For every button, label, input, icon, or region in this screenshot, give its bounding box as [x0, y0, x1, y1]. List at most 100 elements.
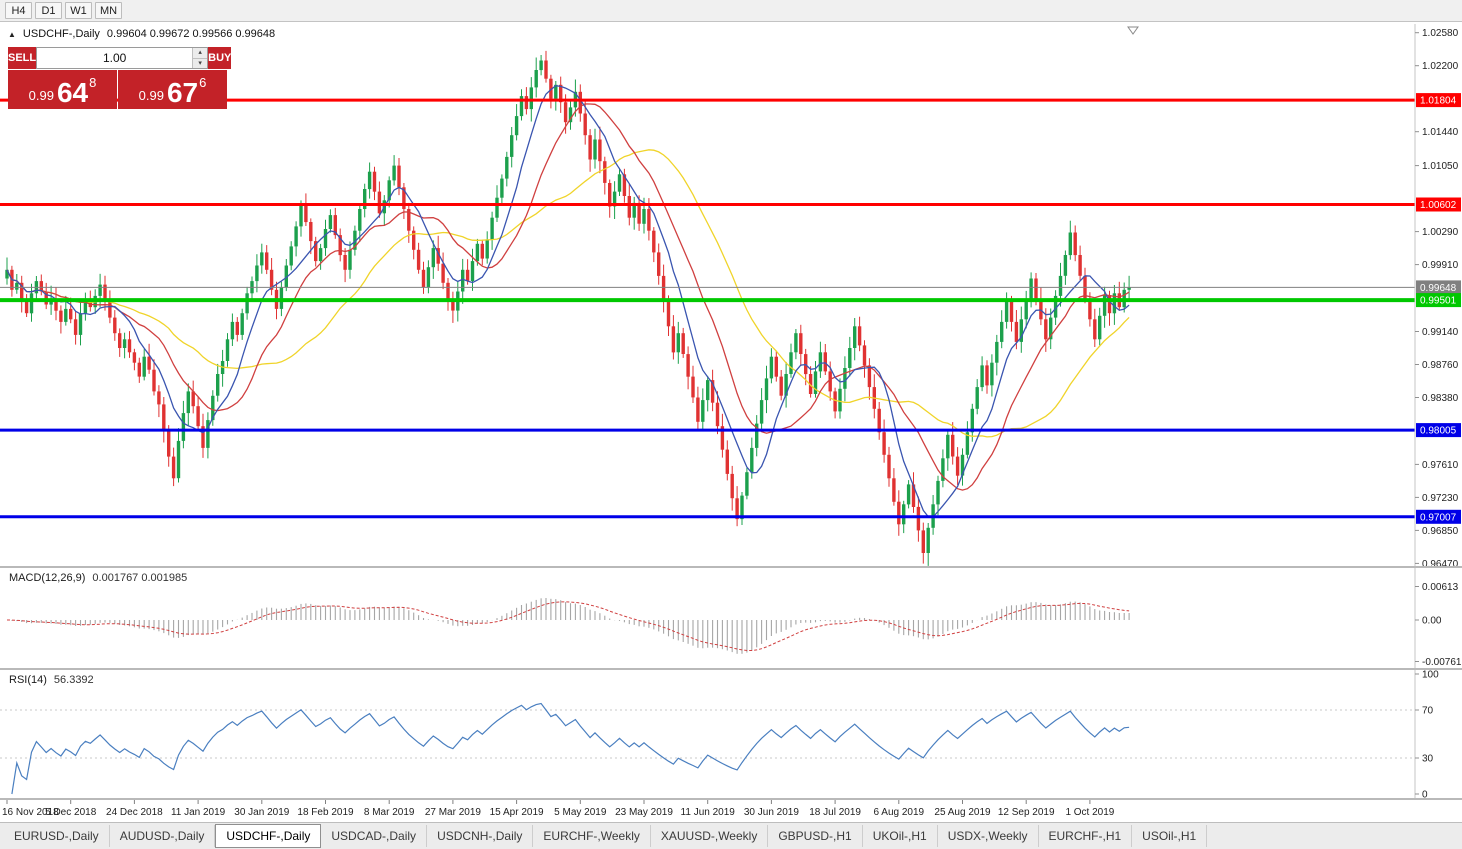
candle-body — [402, 187, 406, 209]
ma-medium-line — [6, 103, 1130, 491]
candle-body — [64, 308, 68, 322]
ma-fast-line — [6, 85, 1130, 518]
candle-body — [451, 300, 455, 311]
volume-decrease-button[interactable]: ▾ — [193, 58, 208, 68]
sell-price-pips: 64 — [56, 77, 89, 108]
candle-body — [348, 249, 352, 270]
candle-body — [720, 426, 725, 450]
candle-body — [461, 269, 465, 292]
chart-tab-eurusd-daily[interactable]: EURUSD-,Daily — [4, 825, 110, 847]
price-axis-label: 1.02580 — [1422, 28, 1459, 39]
chart-tab-audusd-daily[interactable]: AUDUSD-,Daily — [110, 825, 216, 847]
candle-body — [696, 397, 700, 422]
chart-tab-usdchf-daily[interactable]: USDCHF-,Daily — [215, 824, 322, 848]
date-label: 30 Jan 2019 — [234, 807, 289, 818]
date-label: 16 Nov 2018 — [2, 807, 59, 818]
pane-divider[interactable] — [0, 566, 1462, 568]
pane-divider[interactable] — [0, 798, 1462, 800]
rsi-pane[interactable]: 100 70 30 0 — [0, 670, 1462, 798]
timeframe-d1-button[interactable]: D1 — [35, 2, 62, 19]
timeframe-w1-button[interactable]: W1 — [65, 2, 92, 19]
chart-shift-marker[interactable] — [1127, 26, 1139, 35]
candle-body — [186, 391, 190, 414]
price-axis-label: 1.02200 — [1422, 61, 1459, 72]
candle-body — [823, 352, 827, 372]
candle-body — [848, 348, 852, 368]
chart-tab-usdcnh-daily[interactable]: USDCNH-,Daily — [427, 825, 534, 847]
collapse-one-click-icon[interactable]: ▲ — [8, 29, 16, 39]
candle-body — [1014, 321, 1019, 342]
timeframe-h4-button[interactable]: H4 — [5, 2, 32, 19]
buy-price-pips: 67 — [166, 77, 199, 108]
candle-body — [176, 440, 181, 479]
candle-body — [965, 432, 970, 455]
date-label: 5 Dec 2018 — [45, 807, 97, 818]
chart-tab-gbpusd-h1[interactable]: GBPUSD-,H1 — [768, 825, 863, 847]
sell-price-tile[interactable]: 0.99 64 8 — [8, 70, 117, 109]
candle-body — [1127, 287, 1131, 290]
chart-tab-eurchf-h1[interactable]: EURCHF-,H1 — [1039, 825, 1133, 847]
candle-body — [505, 156, 509, 179]
candle-body — [343, 255, 347, 270]
macd-pane[interactable]: 0.00613 0.00 -0.00761 — [0, 568, 1462, 668]
candle-body — [995, 341, 999, 363]
candle-body — [583, 113, 587, 136]
price-pane[interactable]: 1.02580 1.02200 1.01440 1.01050 1.00290 0.999… — [0, 24, 1462, 566]
candle-body — [970, 408, 974, 433]
candle-body — [1098, 315, 1102, 340]
price-tag — [1416, 509, 1461, 524]
date-label: 12 Sep 2019 — [998, 807, 1055, 818]
price-axis-label: 0.99140 — [1422, 327, 1459, 338]
candle-body — [980, 365, 984, 388]
chart-tab-eurchf-weekly[interactable]: EURCHF-,Weekly — [533, 825, 651, 847]
chart-tab-bar: EURUSD-,Daily AUDUSD-,Daily USDCHF-,Daily U… — [0, 822, 1462, 849]
candle-body — [431, 248, 435, 268]
chart-tab-xauusd-weekly[interactable]: XAUUSD-,Weekly — [651, 825, 769, 847]
candle-body — [377, 191, 382, 214]
candle-body — [1024, 298, 1028, 320]
candle-body — [559, 84, 563, 103]
candle-body — [617, 174, 622, 192]
candle-body — [98, 284, 102, 296]
candle-body — [813, 371, 818, 394]
price-tag-label: 1.01804 — [1420, 96, 1457, 107]
candle-body — [416, 249, 421, 270]
sell-button[interactable]: SELL — [8, 47, 37, 69]
timeframe-mn-button[interactable]: MN — [95, 2, 122, 19]
candlesticks — [5, 50, 1131, 566]
candle-body — [206, 420, 210, 448]
candle-body — [328, 215, 333, 229]
chart-tab-ukoil-h1[interactable]: UKOil-,H1 — [863, 825, 938, 847]
chart-tab-usdcad-daily[interactable]: USDCAD-,Daily — [321, 825, 428, 847]
candle-body — [769, 356, 774, 379]
candle-body — [397, 165, 401, 188]
candle-body — [1063, 255, 1068, 276]
candle-body — [216, 374, 220, 396]
price-axis-label: 0.98380 — [1422, 393, 1459, 404]
volume-increase-button[interactable]: ▴ — [193, 48, 208, 59]
candle-body — [269, 269, 274, 290]
candle-body — [951, 434, 955, 457]
volume-input[interactable] — [37, 48, 193, 68]
candle-body — [333, 215, 337, 236]
candle-body — [426, 267, 431, 288]
chart-tab-usdx-weekly[interactable]: USDX-,Weekly — [938, 825, 1039, 847]
candle-body — [54, 298, 58, 311]
buy-price-tile[interactable]: 0.99 67 6 — [118, 70, 227, 109]
chart-window[interactable]: 1.02580 1.02200 1.01440 1.01050 1.00290 0.999… — [0, 22, 1462, 822]
candle-body — [1019, 319, 1023, 342]
price-tag — [1416, 197, 1461, 212]
buy-button[interactable]: BUY — [208, 47, 232, 69]
candle-body — [152, 369, 156, 392]
price-tag-label: 0.99501 — [1420, 296, 1457, 307]
price-tag — [1416, 93, 1461, 108]
date-label: 18 Feb 2019 — [297, 807, 354, 818]
pane-divider[interactable] — [0, 668, 1462, 670]
candle-body — [612, 191, 617, 207]
price-axis-label: 0.96850 — [1422, 526, 1459, 537]
candle-body — [289, 246, 293, 266]
candle-body — [44, 291, 48, 305]
chart-tab-usoil-h1[interactable]: USOil-,H1 — [1132, 825, 1208, 847]
candle-body — [1102, 295, 1107, 316]
price-axis-label: 0.98760 — [1422, 360, 1459, 371]
